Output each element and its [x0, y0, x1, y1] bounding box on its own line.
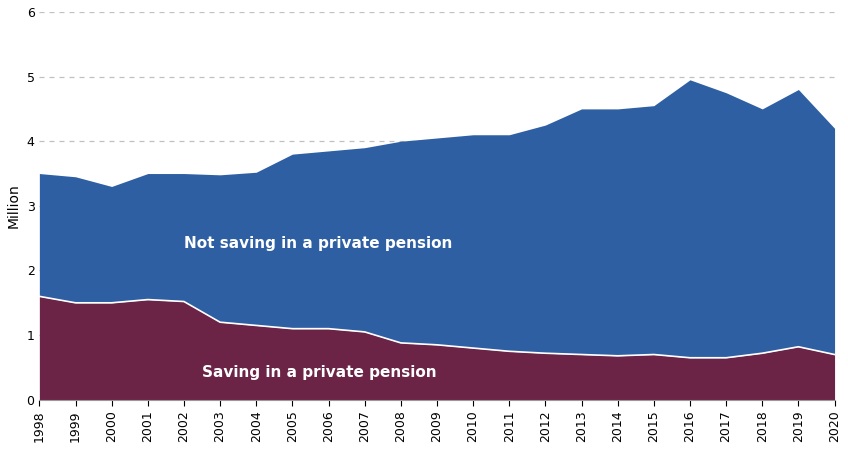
Y-axis label: Million: Million	[7, 184, 21, 228]
Text: Not saving in a private pension: Not saving in a private pension	[184, 236, 452, 251]
Text: Saving in a private pension: Saving in a private pension	[202, 365, 437, 380]
